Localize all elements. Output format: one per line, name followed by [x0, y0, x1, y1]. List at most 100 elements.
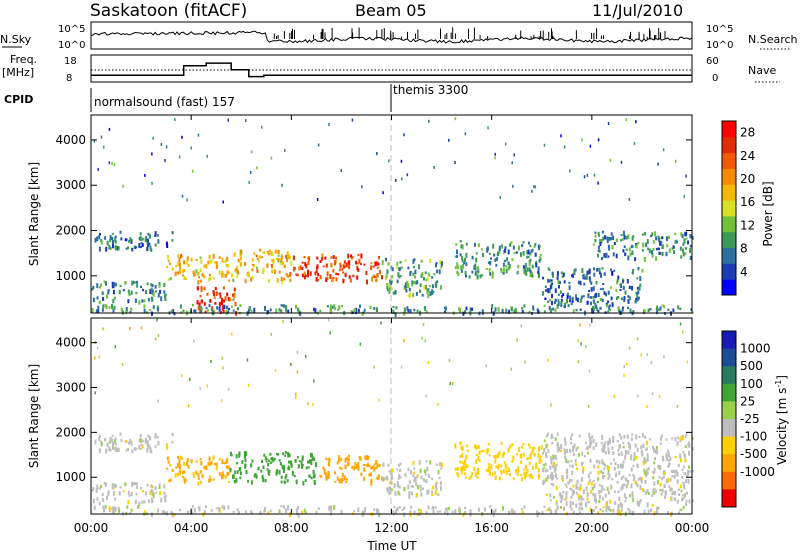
- echo-cell: [669, 478, 672, 482]
- echo-cell: [156, 234, 159, 237]
- echo-cell: [338, 455, 341, 459]
- echo-cell: [198, 506, 201, 512]
- echo-cell: [199, 268, 202, 273]
- echo-cell: [534, 242, 537, 247]
- echo-cell: [369, 472, 372, 477]
- echo-cell: [637, 478, 640, 481]
- echo-cell: [439, 510, 442, 513]
- echo-cell: [687, 470, 689, 475]
- echo-cell: [485, 268, 488, 270]
- echo-cell: [635, 120, 637, 124]
- echo-cell: [596, 253, 599, 258]
- echo-cell: [294, 396, 297, 399]
- echo-cell: [208, 304, 211, 308]
- echo-cell: [641, 477, 643, 480]
- echo-cell: [615, 288, 618, 292]
- echo-cell: [284, 450, 287, 454]
- echo-cell: [394, 312, 397, 317]
- echo-cell: [607, 300, 610, 304]
- echo-cell: [255, 254, 258, 258]
- echo-cell: [647, 247, 650, 251]
- echo-cell: [607, 310, 610, 313]
- echo-cell: [286, 479, 289, 483]
- echo-cell: [335, 256, 337, 260]
- echo-cell: [601, 459, 604, 464]
- echo-cell: [517, 264, 520, 269]
- echo-cell: [603, 446, 606, 452]
- nave-label: Nave: [748, 64, 776, 77]
- echo-cell: [270, 156, 273, 160]
- echo-cell: [580, 501, 583, 507]
- colorbar-tick-label: -100: [740, 430, 767, 444]
- echo-cell: [166, 244, 169, 248]
- echo-cell: [203, 264, 206, 268]
- echo-cell: [498, 245, 501, 251]
- echo-cell: [543, 505, 546, 508]
- echo-cell: [281, 464, 284, 470]
- echo-cell: [420, 259, 423, 263]
- echo-cell: [154, 445, 157, 449]
- echo-cell: [114, 441, 117, 446]
- echo-cell: [412, 485, 415, 488]
- echo-cell: [427, 361, 430, 365]
- echo-cell: [551, 293, 553, 298]
- echo-cell: [94, 237, 97, 243]
- colorbar-tick-label: -25: [740, 412, 760, 426]
- echo-cell: [549, 285, 552, 290]
- echo-cell: [163, 511, 166, 514]
- colorbar-swatch: [722, 184, 736, 201]
- echo-cell: [158, 284, 161, 288]
- echo-cell: [216, 306, 219, 310]
- echo-cell: [199, 480, 202, 484]
- echo-cell: [132, 482, 135, 486]
- echo-cell: [565, 495, 568, 499]
- nsky-axis-bottom-left: 10^0: [58, 40, 85, 51]
- echo-cell: [215, 462, 218, 466]
- echo-cell: [568, 285, 571, 290]
- echo-cell: [387, 463, 390, 467]
- echo-cell: [208, 479, 211, 483]
- echo-cell: [296, 370, 299, 374]
- colorbar-tick-label: 25: [740, 394, 755, 408]
- echo-cell: [261, 475, 264, 479]
- echo-cell: [620, 160, 623, 164]
- echo-cell: [361, 185, 363, 189]
- echo-cell: [611, 446, 614, 450]
- echo-cell: [526, 457, 529, 461]
- echo-cell: [209, 299, 212, 303]
- echo-cell: [135, 493, 138, 496]
- echo-cell: [316, 278, 319, 281]
- echo-cell: [114, 345, 117, 349]
- echo-cell: [413, 467, 416, 470]
- echo-cell: [559, 491, 562, 497]
- echo-cell: [328, 462, 330, 467]
- echo-cell: [569, 295, 572, 301]
- echo-cell: [284, 454, 287, 457]
- echo-cell: [159, 491, 162, 496]
- echo-cell: [681, 494, 684, 497]
- echo-cell: [553, 462, 556, 467]
- echo-cell: [652, 247, 655, 251]
- echo-cell: [210, 359, 212, 363]
- echo-cell: [344, 460, 347, 463]
- echo-cell: [581, 507, 584, 510]
- echo-cell: [586, 270, 589, 275]
- echo-cell: [428, 274, 431, 277]
- echo-cell: [647, 509, 650, 513]
- echo-cell: [597, 470, 600, 476]
- echo-cell: [337, 308, 339, 311]
- echo-cell: [328, 457, 331, 463]
- echo-cell: [250, 150, 253, 154]
- echo-cell: [306, 257, 309, 260]
- echo-cell: [388, 470, 391, 473]
- echo-cell: [645, 491, 648, 495]
- echo-cell: [221, 459, 224, 465]
- echo-cell: [197, 276, 200, 279]
- echo-cell: [124, 281, 127, 285]
- echo-cell: [204, 505, 207, 509]
- echo-cell: [282, 320, 284, 323]
- echo-cell: [276, 453, 278, 456]
- time-axis: 00:00 04:00 08:00 12:00 16:00 20:00 00:00: [74, 115, 709, 535]
- echo-cell: [239, 476, 242, 480]
- echo-cell: [672, 490, 675, 495]
